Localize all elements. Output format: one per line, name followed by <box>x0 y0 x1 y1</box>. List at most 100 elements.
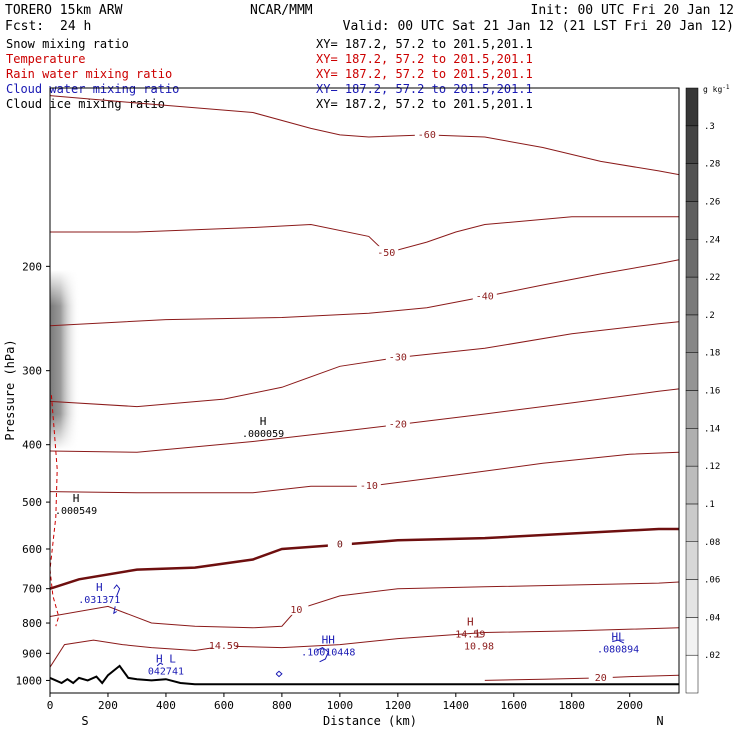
model-title: TORERO 15km ARW <box>5 3 123 18</box>
x-tick-label: 2000 <box>616 699 643 712</box>
fields-legend: Snow mixing ratio XY= 187.2, 57.2 to 201.… <box>6 37 533 111</box>
center-title: NCAR/MMM <box>250 3 313 18</box>
colorbar-unit-exp: -1 <box>722 84 730 91</box>
colorbar-tick-label: .06 <box>704 576 720 586</box>
cloud-water-contour <box>316 647 329 663</box>
colorbar-segment <box>685 314 699 353</box>
colorbar-tick-label: .24 <box>704 235 720 245</box>
colorbar-unit: g kg-1 <box>703 84 730 94</box>
temperature-contour <box>50 388 679 453</box>
plot-frame <box>49 87 680 694</box>
y-tick-label: 600 <box>22 543 42 556</box>
extremum-symbol: H <box>467 616 474 629</box>
field-name: Cloud water mixing ratio <box>6 82 179 96</box>
colorbar-tick-label: .18 <box>704 349 720 359</box>
x-axis-label: Distance (km) <box>323 714 417 728</box>
colorbar-segment <box>685 125 699 164</box>
extremum-value: 042741 <box>148 667 184 678</box>
contour-label-bg <box>211 639 236 652</box>
extremum-symbol: H <box>260 415 267 428</box>
x-tick-label: 1000 <box>327 699 354 712</box>
contour-label-bg <box>588 670 613 683</box>
extremum-symbol: H <box>73 492 80 505</box>
extremum-symbol: L <box>476 628 483 641</box>
cloud-water-contour <box>113 584 121 597</box>
snow-shading <box>50 270 80 450</box>
colorbar-segment <box>685 390 699 429</box>
colorbar-segment <box>685 428 699 467</box>
contour-label-bg <box>385 417 410 430</box>
forecast-label: Fcst: <box>5 19 44 34</box>
field-xy: XY= 187.2, 57.2 to 201.5,201.1 <box>316 52 533 66</box>
colorbar-tick-label: .02 <box>704 651 720 661</box>
colorbar-tick-label: .22 <box>704 273 720 283</box>
x-tick-label: 0 <box>47 699 54 712</box>
init-time: Init: 00 UTC Fri 20 Jan 12 <box>531 3 735 18</box>
extremum-symbol: H L <box>156 653 176 666</box>
x-tick-label: 1800 <box>559 699 586 712</box>
colorbar-segment <box>685 503 699 542</box>
colorbar-tick-label: .08 <box>704 538 720 548</box>
colorbar-segment <box>685 201 699 240</box>
y-axis-label: Pressure (hPa) <box>3 339 17 440</box>
x-end-label-left: S <box>81 714 88 728</box>
colorbar-segment <box>685 541 699 580</box>
y-tick-label: 500 <box>22 496 42 509</box>
extremum-value: .000549 <box>55 506 97 517</box>
contour-label: -20 <box>389 420 407 431</box>
x-tick-label: 200 <box>98 699 118 712</box>
cloud-water-contour <box>113 606 117 615</box>
temperature-contour <box>484 674 679 681</box>
x-tick-label: 400 <box>156 699 176 712</box>
temperature-contour <box>50 321 679 408</box>
extremum-value: .031371 <box>78 595 120 606</box>
cloud-water-contour <box>156 662 164 667</box>
colorbar-segment <box>685 654 699 694</box>
y-tick-label: 300 <box>22 365 42 378</box>
contour-label: -30 <box>389 352 407 363</box>
x-tick-label: 1200 <box>385 699 412 712</box>
contour-label: -40 <box>476 292 494 303</box>
colorbar: .02 .04 .06 .08 .1 .12 .14 .16 .18 .2 .22 .24 .26 .28… <box>685 87 720 694</box>
x-tick-label: 1400 <box>443 699 470 712</box>
field-xy: XY= 187.2, 57.2 to 201.5,201.1 <box>316 82 533 96</box>
colorbar-tick-label: .1 <box>704 500 715 510</box>
contour-label-bg <box>356 479 381 492</box>
terrain-profile <box>50 664 679 686</box>
colorbar-tick-label: .14 <box>704 424 720 434</box>
contour-label-bg <box>414 127 439 140</box>
contour-label: -60 <box>418 130 436 141</box>
field-name: Snow mixing ratio <box>6 37 129 51</box>
colorbar-tick-label: .04 <box>704 613 720 623</box>
y-tick-label: 200 <box>22 260 42 273</box>
y-tick-label: 700 <box>22 583 42 596</box>
x-end-label-right: N <box>656 714 663 728</box>
x-tick-label: 800 <box>272 699 292 712</box>
temperature-contour <box>50 627 679 668</box>
colorbar-segment <box>685 87 699 127</box>
extremum-symbol: HH <box>322 633 335 646</box>
valid-time: Valid: 00 UTC Sat 21 Jan 12 (21 LST Fri … <box>343 19 734 34</box>
cloud-water-contour <box>275 670 283 678</box>
y-tick-label: 900 <box>22 647 42 660</box>
contour-label-bg <box>374 246 399 259</box>
field-name: Rain water mixing ratio <box>6 67 172 81</box>
colorbar-segment <box>685 276 699 316</box>
forecast-hours: 24 h <box>60 19 91 34</box>
temperature-contour <box>50 527 679 590</box>
colorbar-tick-label: .16 <box>704 387 720 397</box>
plot-area: -60-50-40-30-20-1001014.5920H.000059H.00… <box>50 95 679 686</box>
contour-label: 10 <box>290 605 302 616</box>
contour-label: 20 <box>595 673 607 684</box>
y-tick-label: 800 <box>22 617 42 630</box>
temperature-contour <box>50 216 679 254</box>
temperature-contour <box>50 259 679 327</box>
axes: 0 200 400 600 800 1000 1200 1400 1600 1800 2000200… <box>16 260 643 712</box>
extremum-symbol: H <box>96 581 103 594</box>
x-tick-label: 600 <box>214 699 234 712</box>
colorbar-tick-label: .2 <box>704 311 715 321</box>
colorbar-segment <box>685 239 699 278</box>
temperature-contour <box>50 95 679 176</box>
field-name: Cloud ice mixing ratio <box>6 97 165 111</box>
